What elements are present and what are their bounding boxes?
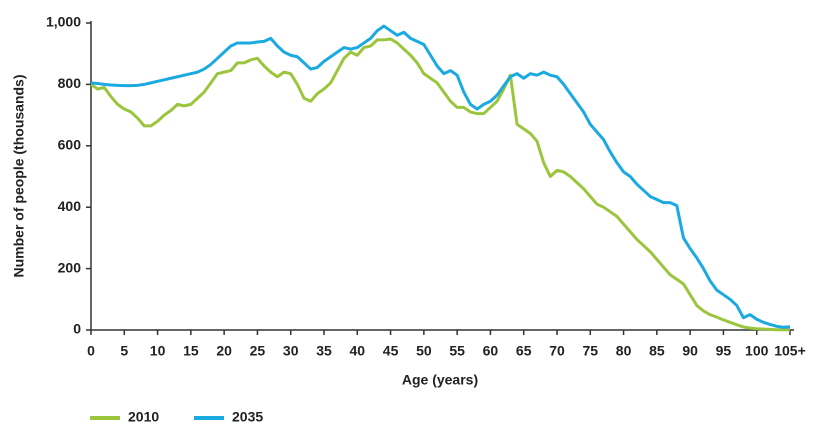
x-tick-label: 35 <box>316 343 332 359</box>
x-tick-label: 55 <box>449 343 465 359</box>
y-tick-label: 0 <box>73 321 81 337</box>
series-line <box>90 24 791 329</box>
y-tick-label: 1,000 <box>46 14 81 30</box>
x-tick-label: 95 <box>716 343 732 359</box>
y-tick-label: 200 <box>58 259 82 275</box>
x-tick-label: 90 <box>682 343 698 359</box>
x-tick-label: 100 <box>745 343 769 359</box>
x-axis-label: Age (years) <box>402 372 478 388</box>
x-tick-label: 30 <box>283 343 299 359</box>
x-tick-label: 40 <box>349 343 365 359</box>
x-tick-label: 85 <box>649 343 665 359</box>
x-tick-label: 105+ <box>774 343 806 359</box>
x-tick-label: 45 <box>383 343 399 359</box>
x-tick-label: 75 <box>582 343 598 359</box>
y-tick-label: 800 <box>58 75 82 91</box>
x-tick-label: 70 <box>549 343 565 359</box>
x-tick-label: 80 <box>616 343 632 359</box>
x-tick-label: 65 <box>516 343 532 359</box>
x-tick-label: 0 <box>87 343 95 359</box>
x-tick-label: 15 <box>183 343 199 359</box>
x-tick-label: 5 <box>120 343 128 359</box>
y-tick-label: 600 <box>58 137 82 153</box>
x-tick-label: 60 <box>483 343 499 359</box>
x-tick-label: 20 <box>216 343 232 359</box>
x-tick-label: 50 <box>416 343 432 359</box>
y-axis-label: Number of people (thousands) <box>11 75 27 278</box>
legend-label: 2035 <box>232 409 263 425</box>
series-line <box>90 37 790 332</box>
legend-label: 2010 <box>128 409 159 425</box>
y-tick-label: 400 <box>58 198 82 214</box>
x-tick-label: 25 <box>250 343 266 359</box>
x-tick-label: 10 <box>150 343 166 359</box>
